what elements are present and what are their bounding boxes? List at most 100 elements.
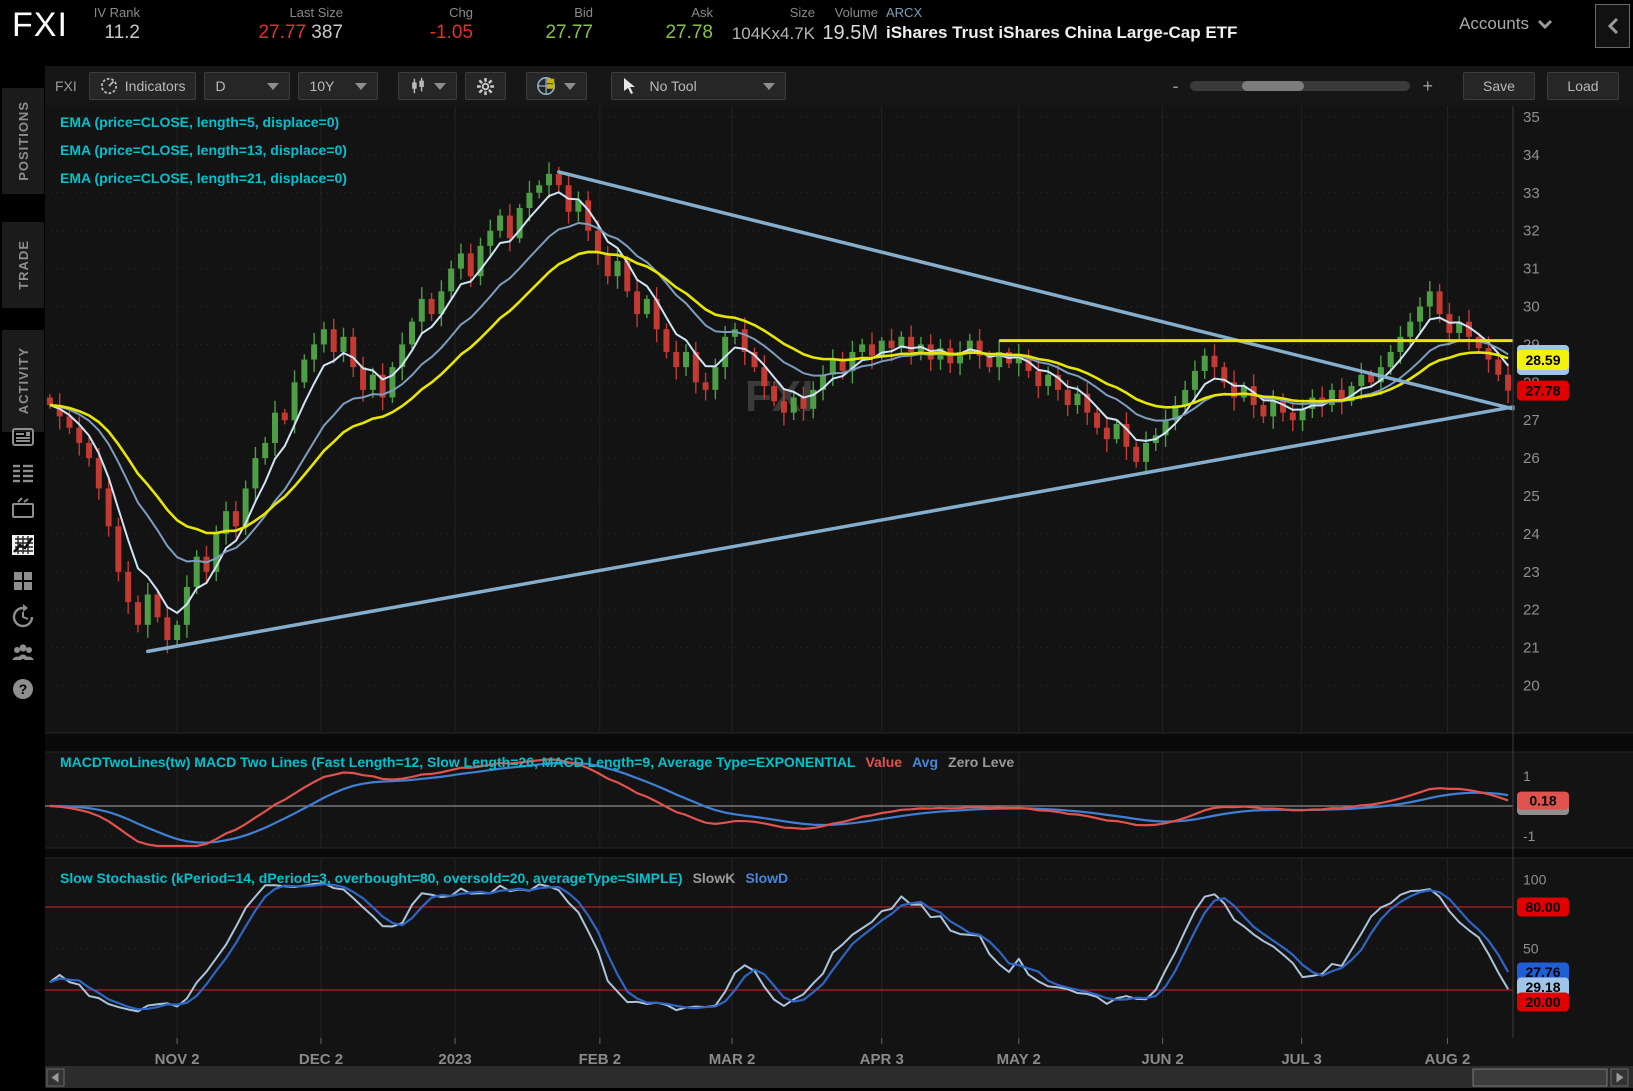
news-icon[interactable] [10, 424, 36, 450]
ema21-line [49, 250, 1509, 535]
instrument-description: ARCX iShares Trust iShares China Large-C… [886, 5, 1237, 46]
chevron-down-icon [1537, 19, 1553, 29]
last-price-bubble [1517, 380, 1569, 401]
trendline-1[interactable] [557, 170, 1515, 411]
monitor-icon[interactable] [10, 496, 36, 522]
svg-text:25: 25 [1523, 488, 1540, 505]
macd-value-legend: Value [865, 754, 903, 770]
stoch-pane: 100 50 [45, 871, 1547, 1013]
indicators-button[interactable]: Indicators [88, 72, 197, 100]
drawing-tool-value: No Tool [649, 78, 697, 94]
volume-label: Volume [834, 5, 878, 20]
zoom-in-button[interactable]: + [1422, 75, 1433, 96]
sidebar-tab-trade[interactable]: TRADE [2, 222, 44, 308]
svg-text:20: 20 [1523, 678, 1540, 695]
toolbar-symbol-label: FXI [55, 78, 77, 94]
ema-lines [49, 191, 1509, 614]
svg-text:AUG 2: AUG 2 [1425, 1051, 1471, 1068]
svg-text:0.18: 0.18 [1529, 793, 1556, 809]
sidebar-tab-positions[interactable]: POSITIONS [2, 88, 44, 194]
macd-title: MACDTwoLines(tw) MACD Two Lines (Fast Le… [60, 754, 856, 770]
save-button[interactable]: Save [1463, 72, 1535, 100]
svg-text:20.00: 20.00 [1525, 994, 1560, 1010]
svg-text:21: 21 [1523, 640, 1540, 657]
macd-avg-legend: Avg [912, 754, 939, 770]
price-chart-canvas[interactable]: 20212223242526272829303132333435FXI1-110… [45, 106, 1633, 1091]
apps-grid-icon[interactable] [10, 568, 36, 594]
ema21-price-bubble [1517, 349, 1569, 370]
instrument-name: iShares Trust iShares China Large-Cap ET… [886, 23, 1238, 42]
chart-style-dropdown[interactable] [398, 72, 458, 100]
iv-rank-value: 11.2 [104, 22, 140, 43]
timeframe-dropdown[interactable]: D [204, 72, 291, 100]
symbol-logo: FXI [12, 6, 68, 44]
volume-value: 19.5M [822, 22, 878, 44]
zoom-control: - + [1172, 76, 1433, 97]
svg-text:32: 32 [1523, 223, 1540, 240]
chevron-left-icon [1607, 17, 1618, 35]
stoch-title: Slow Stochastic (kPeriod=14, dPeriod=3, … [60, 870, 683, 886]
svg-text:27.78: 27.78 [1525, 383, 1560, 399]
quote-header: FXI IV Rank 11.2 Last Size 27.77 387 Chg… [0, 0, 1633, 56]
stoch-overbought-bubble [1517, 897, 1569, 917]
ema13-study-label[interactable]: EMA (price=CLOSE, length=13, displace=0) [60, 142, 347, 158]
collapse-panel-button[interactable] [1595, 4, 1630, 48]
grid-layout-dropdown[interactable] [526, 72, 588, 100]
svg-text:29.18: 29.18 [1525, 979, 1560, 995]
macd-value-line [49, 758, 1509, 848]
chart-toolbar: FXI Indicators D 10Y [45, 66, 1633, 106]
macd-study-label[interactable]: MACDTwoLines(tw) MACD Two Lines (Fast Le… [60, 754, 1014, 770]
help-icon[interactable]: ? [10, 676, 36, 702]
svg-text:JUL 3: JUL 3 [1281, 1051, 1322, 1068]
svg-text:FEB 2: FEB 2 [579, 1051, 622, 1068]
watchlist-icon[interactable] [10, 460, 36, 486]
stoch-slowd-line [49, 883, 1510, 1011]
last-size-field: Last Size 27.77 387 [183, 5, 343, 46]
ema21-study-label[interactable]: EMA (price=CLOSE, length=21, displace=0) [60, 170, 347, 186]
svg-text:33: 33 [1523, 185, 1540, 202]
accounts-menu[interactable]: Accounts [1459, 14, 1553, 34]
candles-layer [46, 162, 1512, 654]
horizontal-scrollbar [45, 1068, 1633, 1091]
chart-settings-button[interactable] [465, 72, 507, 100]
sidebar-tab-trade-label: TRADE [15, 240, 31, 290]
svg-text:1: 1 [1523, 768, 1531, 784]
scroll-right-button[interactable] [1610, 1068, 1629, 1087]
cursor-icon [624, 78, 636, 94]
range-dropdown[interactable]: 10Y [298, 72, 379, 100]
stoch-slowd-bubble [1517, 962, 1569, 982]
indicators-gauge-icon [100, 77, 117, 95]
chart-icon[interactable] [10, 532, 36, 558]
svg-text:27: 27 [1523, 412, 1540, 429]
gear-icon [477, 77, 495, 95]
stoch-slowk-bubble [1517, 977, 1569, 997]
stoch-study-label[interactable]: Slow Stochastic (kPeriod=14, dPeriod=3, … [60, 870, 788, 886]
trendline-2[interactable] [146, 405, 1515, 654]
ask-label: Ask [691, 5, 713, 20]
svg-text:JUN 2: JUN 2 [1141, 1051, 1184, 1068]
size-label: Size [789, 5, 815, 20]
scroll-left-button[interactable] [46, 1068, 65, 1087]
community-icon[interactable] [10, 640, 36, 666]
svg-text:23: 23 [1523, 564, 1540, 581]
ema5-study-label[interactable]: EMA (price=CLOSE, length=5, displace=0) [60, 114, 340, 130]
sidebar-tab-activity[interactable]: ACTIVITY [2, 330, 44, 432]
zoom-slider-thumb[interactable] [1242, 81, 1305, 91]
svg-text:?: ? [19, 681, 28, 697]
svg-text:APR 3: APR 3 [860, 1051, 904, 1068]
timeframe-value: D [215, 78, 226, 94]
scrollbar-thumb[interactable] [1472, 1068, 1608, 1087]
svg-text:NOV 2: NOV 2 [155, 1051, 200, 1068]
svg-text:100: 100 [1523, 871, 1547, 887]
load-button[interactable]: Load [1547, 72, 1619, 100]
zoom-out-button[interactable]: - [1172, 75, 1179, 96]
drawing-tool-dropdown[interactable]: No Tool [611, 72, 787, 100]
last-size-label: Last Size [289, 5, 343, 20]
ema5-line [49, 191, 1509, 614]
zoom-slider[interactable] [1190, 81, 1411, 91]
accounts-label: Accounts [1459, 14, 1529, 33]
bid-label: Bid [574, 5, 593, 20]
history-icon[interactable] [10, 604, 36, 630]
stoch-oversold-bubble [1517, 992, 1569, 1012]
svg-text:27.76: 27.76 [1525, 964, 1560, 980]
